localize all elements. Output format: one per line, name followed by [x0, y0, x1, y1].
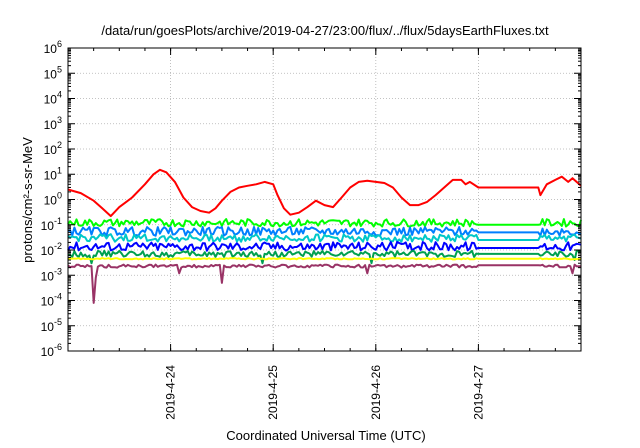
- series-line-2: [67, 218, 582, 228]
- series-line-5: [67, 241, 582, 252]
- series-line-4: [67, 233, 582, 243]
- series-line-6: [67, 249, 582, 265]
- series-line-1: [67, 168, 582, 218]
- x-tick-label: 2019-4-27: [471, 365, 485, 420]
- y-axis-title: protons/cm²-s-sr-MeV: [20, 137, 35, 263]
- series-line-7: [67, 257, 581, 261]
- series-layer: [67, 168, 582, 304]
- x-tick-label: 2019-4-26: [369, 365, 383, 420]
- x-tick-label: 2019-4-24: [164, 365, 178, 420]
- x-axis: 2019-4-24 2019-4-25 2019-4-26 2019-4-27: [67, 48, 582, 420]
- x-axis-title: Coordinated Universal Time (UTC): [226, 428, 425, 443]
- series-line-8: [67, 263, 581, 304]
- chart-title: /data/run/goesPlots/archive/2019-04-27/2…: [101, 23, 549, 38]
- grid: [68, 48, 581, 351]
- x-tick-label: 2019-4-25: [266, 365, 280, 420]
